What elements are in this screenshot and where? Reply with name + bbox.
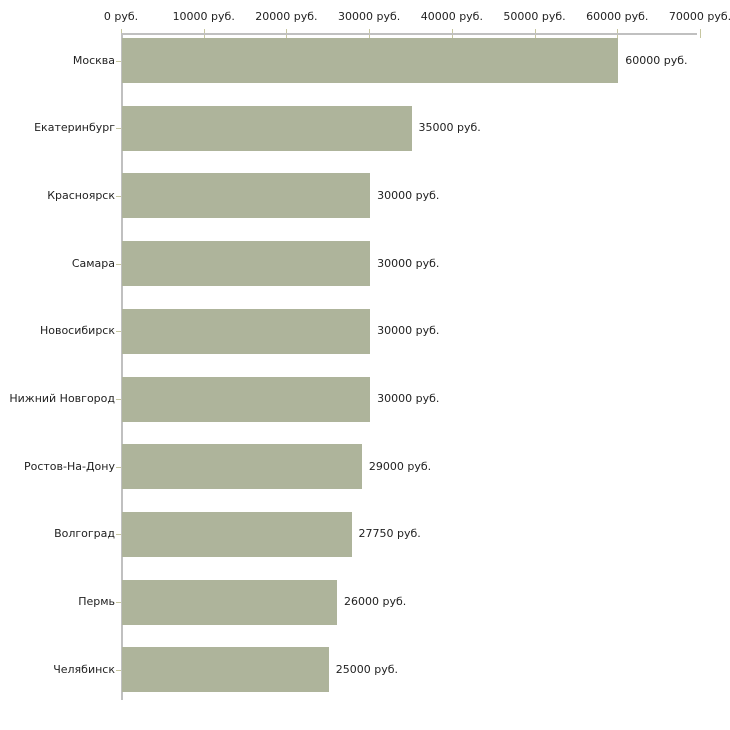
x-axis-tick-label: 0 руб. bbox=[103, 10, 139, 23]
category-tick-mark bbox=[116, 467, 121, 468]
x-axis-tick-label: 30000 руб. bbox=[338, 10, 401, 23]
category-tick-mark bbox=[116, 61, 121, 62]
bar bbox=[122, 647, 329, 693]
bar bbox=[122, 579, 338, 625]
x-axis-tick-label: 20000 руб. bbox=[255, 10, 318, 23]
x-axis-line bbox=[121, 33, 697, 35]
value-label: 35000 руб. bbox=[418, 121, 481, 135]
category-label: Новосибирск bbox=[39, 324, 115, 338]
category-tick-mark bbox=[116, 331, 121, 332]
x-axis-tick-label: 70000 руб. bbox=[668, 10, 730, 23]
category-tick-mark bbox=[116, 670, 121, 671]
category-label: Москва bbox=[72, 53, 115, 67]
bar bbox=[122, 376, 371, 422]
bar bbox=[122, 38, 619, 83]
category-label: Пермь bbox=[78, 595, 115, 609]
value-label: 30000 руб. bbox=[377, 392, 440, 405]
bar bbox=[122, 241, 371, 287]
category-tick-mark bbox=[116, 128, 121, 129]
bar bbox=[122, 308, 371, 354]
category-label: Челябинск bbox=[53, 662, 115, 676]
category-label: Самара bbox=[71, 256, 115, 270]
x-axis-tick-label: 60000 руб. bbox=[586, 10, 649, 23]
category-label: Нижний Новгород bbox=[9, 392, 115, 405]
category-tick-mark bbox=[116, 602, 121, 603]
bar bbox=[122, 511, 352, 557]
x-axis-tick-label: 10000 руб. bbox=[172, 10, 235, 23]
category-label: Красноярск bbox=[47, 188, 115, 202]
value-label: 60000 руб. bbox=[625, 53, 688, 67]
category-tick-mark bbox=[116, 264, 121, 265]
x-axis-tick-label: 40000 руб. bbox=[420, 10, 483, 23]
value-label: 30000 руб. bbox=[377, 188, 440, 202]
x-axis-tick-mark bbox=[700, 29, 701, 38]
category-label: Екатеринбург bbox=[34, 121, 115, 135]
value-label: 30000 руб. bbox=[377, 324, 440, 338]
x-axis-tick-label: 50000 руб. bbox=[503, 10, 566, 23]
value-label: 27750 руб. bbox=[358, 527, 421, 541]
category-tick-mark bbox=[116, 399, 121, 400]
bar bbox=[122, 105, 412, 151]
category-label: Ростов-На-Дону bbox=[23, 459, 115, 473]
value-label: 26000 руб. bbox=[344, 595, 407, 609]
bar bbox=[122, 173, 371, 219]
category-label: Волгоград bbox=[54, 527, 115, 541]
y-axis-line bbox=[121, 33, 123, 700]
value-label: 30000 руб. bbox=[377, 256, 440, 270]
category-tick-mark bbox=[116, 196, 121, 197]
bar bbox=[122, 444, 362, 490]
value-label: 25000 руб. bbox=[335, 662, 399, 676]
category-tick-mark bbox=[116, 534, 121, 535]
value-label: 29000 руб. bbox=[368, 459, 432, 473]
